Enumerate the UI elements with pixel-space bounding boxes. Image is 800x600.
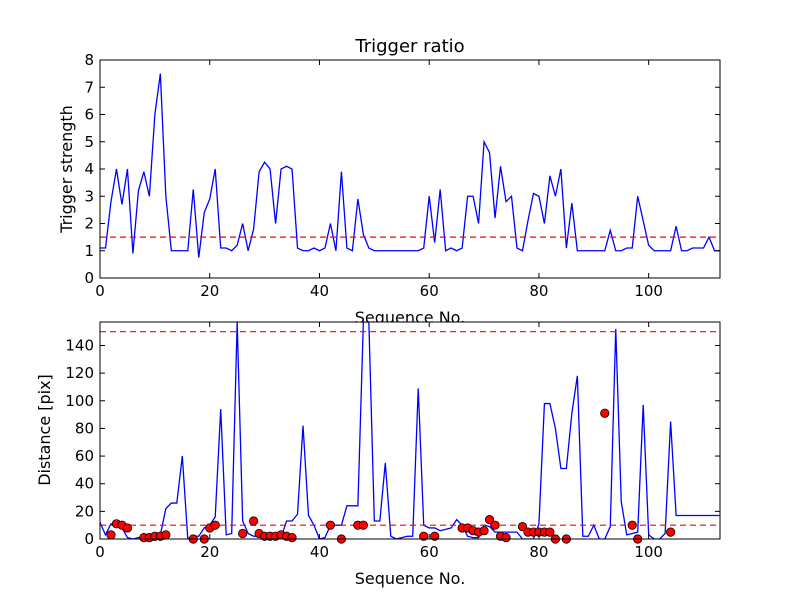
bottom-marker-point (106, 530, 116, 540)
bottom-x-tick-label: 0 (95, 543, 105, 561)
bottom-y-tick-label: 140 (65, 336, 94, 354)
bottom-y-tick-label: 0 (84, 530, 94, 548)
top-y-tick-label: 7 (84, 78, 94, 96)
bottom-chart: 0 20 40 60 80 100 0 20 40 60 80 100 120 140 Sequence … (35, 321, 721, 588)
bottom-x-tick-label: 40 (310, 543, 329, 561)
bottom-y-tick-label: 100 (65, 392, 94, 410)
top-chart-title: Trigger ratio (354, 36, 464, 57)
top-y-tick-label: 5 (84, 133, 94, 151)
top-y-axis-label: Trigger strength (57, 105, 76, 234)
bottom-x-axis-label: Sequence No. (355, 569, 466, 588)
bottom-y-tick-label: 80 (75, 419, 94, 437)
bottom-y-tick-label: 120 (65, 364, 94, 382)
bottom-marker-point (517, 521, 528, 532)
bottom-x-tick-label: 80 (529, 543, 548, 561)
bottom-marker-point (545, 527, 555, 537)
bottom-x-tick-label: 20 (200, 543, 219, 561)
top-y-tick-label: 8 (84, 51, 94, 69)
bottom-marker-point (419, 531, 429, 541)
bottom-marker-point (358, 520, 368, 530)
bottom-marker-point (501, 533, 511, 543)
bottom-series-line (100, 322, 720, 539)
bottom-y-axis-label: Distance [pix] (35, 374, 54, 486)
top-x-tick-label: 80 (529, 282, 548, 300)
bottom-marker-point (249, 516, 259, 526)
top-y-tick-label: 6 (84, 106, 94, 124)
bottom-marker-point (490, 520, 500, 530)
bottom-marker-point (479, 526, 489, 536)
bottom-marker-point (210, 520, 220, 530)
top-x-tick-label: 20 (200, 282, 219, 300)
top-y-tick-label: 2 (84, 215, 94, 233)
top-plot-area (100, 60, 720, 278)
bottom-marker-point (161, 530, 171, 540)
bottom-marker-point (430, 531, 440, 541)
bottom-marker-point (627, 520, 637, 530)
top-y-tick-label: 1 (84, 242, 94, 260)
bottom-marker-point (666, 527, 676, 537)
bottom-marker-point (484, 515, 495, 525)
top-x-tick-label: 0 (95, 282, 105, 300)
top-y-tick-label: 4 (84, 160, 94, 178)
top-x-tick-label: 40 (310, 282, 329, 300)
top-y-tick-label: 3 (84, 187, 94, 205)
bottom-marker-point (600, 408, 610, 418)
top-y-tick-label: 0 (84, 269, 94, 287)
bottom-marker-point (122, 523, 133, 533)
bottom-y-tick-label: 40 (75, 475, 94, 493)
bottom-plot-area (100, 322, 720, 539)
bottom-plot-frame (99, 321, 721, 540)
bottom-x-tick-label: 100 (634, 543, 663, 561)
bottom-y-tick-label: 60 (75, 447, 94, 465)
top-x-tick-label: 60 (420, 282, 439, 300)
top-series-line (100, 73, 720, 258)
top-x-tick-label: 100 (634, 282, 663, 300)
bottom-x-tick-label: 60 (420, 543, 439, 561)
bottom-marker-point (325, 520, 336, 530)
bottom-marker-point (287, 533, 297, 543)
bottom-y-tick-label: 20 (75, 502, 94, 520)
bottom-marker-point (238, 528, 248, 539)
